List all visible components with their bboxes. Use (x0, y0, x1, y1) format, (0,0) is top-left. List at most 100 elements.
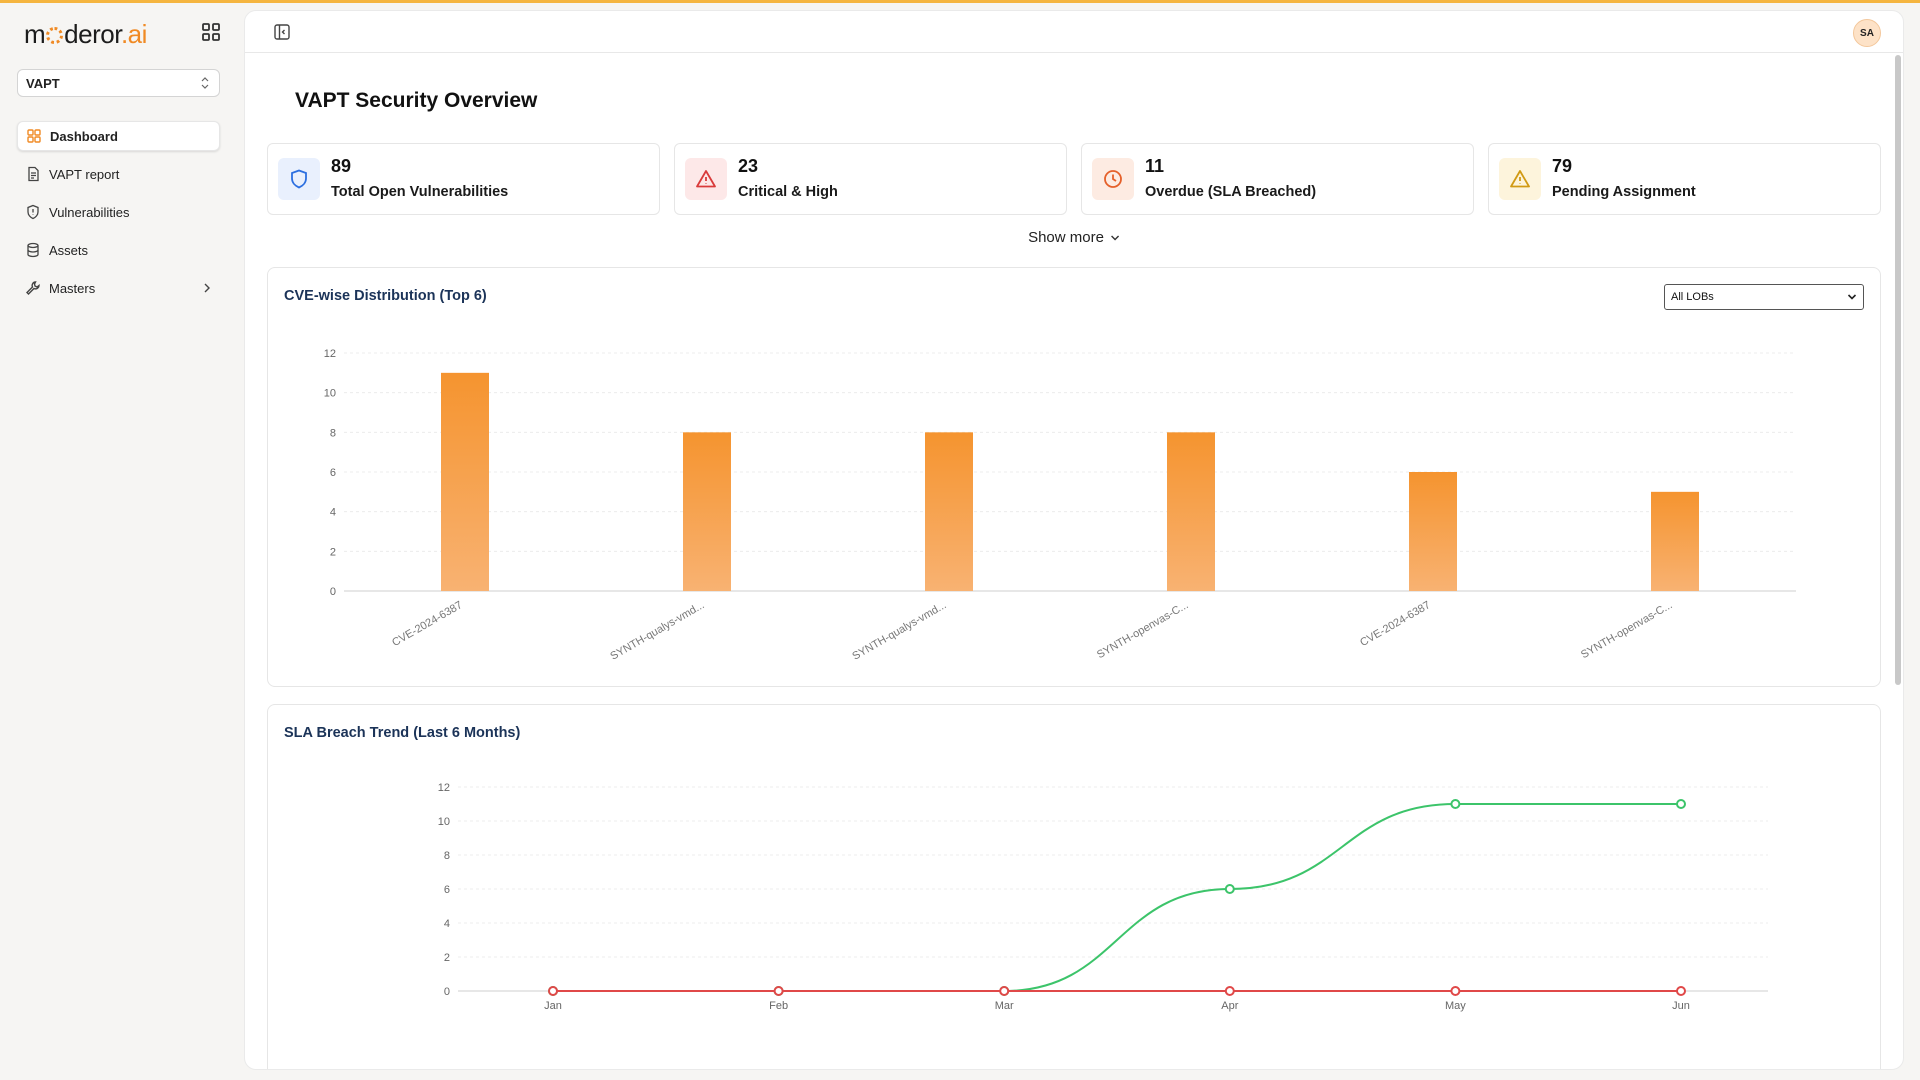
y-tick-label: 8 (444, 850, 450, 862)
lob-filter-value: All LOBs (1671, 291, 1714, 303)
page-title: VAPT Security Overview (295, 89, 538, 112)
card-label: Critical & High (738, 184, 838, 200)
y-tick-label: 8 (330, 427, 336, 439)
data-point (1450, 799, 1461, 809)
sidebar-item-masters[interactable]: Masters (17, 273, 220, 303)
summary-cards: 89 Total Open Vulnerabilities 23 Critica… (267, 143, 1881, 215)
cve-bar-chart: 0 2 4 6 8 10 12 CVE-2024-6387 SYNTH-qualys-vmd..… (324, 348, 1796, 663)
x-tick-label: CVE-2024-6387 (1358, 599, 1432, 649)
summary-card-overdue[interactable]: 11 Overdue (SLA Breached) (1081, 143, 1474, 215)
sidebar-item-label: Assets (49, 242, 89, 258)
database-icon (25, 242, 41, 258)
sidebar-item-dashboard[interactable]: Dashboard (17, 121, 220, 151)
panel-title: CVE-wise Distribution (Top 6) (284, 288, 487, 304)
card-value: 23 (738, 156, 759, 176)
x-tick-label: CVE-2024-6387 (390, 599, 464, 649)
sidebar-item-label: Dashboard (50, 128, 118, 144)
x-tick-label: Apr (1221, 1000, 1238, 1012)
sla-trend-panel: SLA Breach Trend (Last 6 Months) 0 2 4 6 8 10… (267, 704, 1881, 1069)
y-tick-label: 12 (438, 782, 450, 794)
sla-line-chart: 0 2 4 6 8 10 12 Jan Feb Mar Apr May Jun (438, 782, 1768, 1012)
y-tick-label: 4 (330, 507, 336, 519)
data-point (1224, 884, 1235, 894)
apps-grid-icon[interactable] (200, 21, 222, 43)
card-label: Overdue (SLA Breached) (1145, 184, 1317, 200)
card-value: 89 (331, 156, 352, 176)
top-bar: SA (245, 11, 1903, 53)
series-line-0 (553, 803, 1681, 992)
x-tick-label: SYNTH-qualys-vmd... (608, 599, 706, 663)
sidebar-nav: Dashboard VAPT report Vulnerabilities As… (17, 121, 220, 311)
y-tick-label: 10 (438, 816, 450, 828)
y-tick-label: 2 (330, 546, 336, 558)
data-point (1224, 986, 1235, 996)
shield-icon (25, 204, 41, 220)
warning-icon (1510, 170, 1530, 188)
summary-card-pending-assignment[interactable]: 79 Pending Assignment (1488, 143, 1881, 215)
x-tick-label: Jun (1672, 1000, 1690, 1012)
x-tick-label: SYNTH-openvas-C... (1095, 599, 1190, 661)
card-icon-badge (278, 158, 320, 200)
document-icon (25, 166, 41, 182)
card-icon-badge (1092, 158, 1134, 200)
y-tick-label: 0 (444, 986, 450, 998)
y-tick-label: 0 (330, 586, 336, 598)
chevron-right-icon (204, 283, 210, 293)
panel-title: SLA Breach Trend (Last 6 Months) (284, 725, 521, 741)
shield-icon (291, 169, 307, 189)
sidebar-item-assets[interactable]: Assets (17, 235, 220, 265)
sidebar-item-label: Masters (49, 280, 96, 296)
x-tick-label: SYNTH-openvas-C... (1579, 599, 1674, 661)
x-tick-label: May (1445, 1000, 1466, 1012)
x-tick-label: Mar (995, 1000, 1014, 1012)
data-point (1676, 799, 1686, 809)
x-tick-label: Feb (769, 1000, 788, 1012)
bar (1651, 491, 1699, 591)
avatar[interactable]: SA (1853, 19, 1881, 47)
alert-triangle-icon (696, 170, 716, 188)
brand-wordmark: m deror.ai (24, 18, 147, 49)
x-tick-label: Jan (544, 1000, 562, 1012)
clock-icon (1104, 170, 1122, 188)
y-tick-label: 10 (324, 388, 336, 400)
summary-card-open-vulnerabilities[interactable]: 89 Total Open Vulnerabilities (267, 143, 660, 215)
data-point (548, 986, 558, 996)
main-content: SA VAPT Security Overview 89 Total Open … (244, 10, 1904, 1070)
card-label: Pending Assignment (1552, 184, 1696, 200)
card-label: Total Open Vulnerabilities (331, 184, 509, 200)
scrollbar[interactable] (1895, 55, 1901, 685)
x-tick-label: SYNTH-qualys-vmd... (850, 599, 948, 663)
y-tick-label: 4 (444, 918, 450, 930)
summary-card-critical-high[interactable]: 23 Critical & High (674, 143, 1067, 215)
y-tick-label: 6 (330, 467, 336, 479)
bar (1167, 432, 1215, 591)
y-tick-label: 6 (444, 884, 450, 896)
sidebar-item-vapt-report[interactable]: VAPT report (17, 159, 220, 189)
cve-distribution-panel: CVE-wise Distribution (Top 6) All LOBs 0… (267, 267, 1881, 687)
module-select[interactable]: VAPT (17, 69, 220, 97)
sidebar-item-label: VAPT report (49, 166, 120, 182)
chevron-updown-icon (201, 77, 209, 89)
card-value: 79 (1552, 156, 1573, 176)
brand-logo[interactable]: m deror.ai (24, 17, 147, 51)
y-tick-label: 12 (324, 348, 336, 360)
data-point (1676, 986, 1686, 996)
sidebar-item-vulnerabilities[interactable]: Vulnerabilities (17, 197, 220, 227)
y-tick-label: 2 (444, 952, 450, 964)
show-more-button[interactable]: Show more (1028, 229, 1120, 246)
card-icon-badge (1499, 158, 1541, 200)
card-value: 11 (1145, 156, 1165, 176)
lob-filter-select[interactable]: All LOBs (1664, 284, 1864, 310)
show-more-label: Show more (1028, 229, 1104, 246)
bar (683, 432, 731, 591)
top-accent-bar (0, 0, 1920, 3)
bar (925, 432, 973, 591)
module-select-value: VAPT (26, 75, 60, 91)
grid-icon (26, 128, 42, 144)
bar (1409, 472, 1457, 591)
sidebar-toggle-icon[interactable] (273, 23, 291, 41)
data-point (999, 986, 1010, 996)
chevron-down-icon (1847, 294, 1857, 300)
data-point (773, 986, 784, 996)
brand-logo-dot-ring (46, 26, 64, 44)
